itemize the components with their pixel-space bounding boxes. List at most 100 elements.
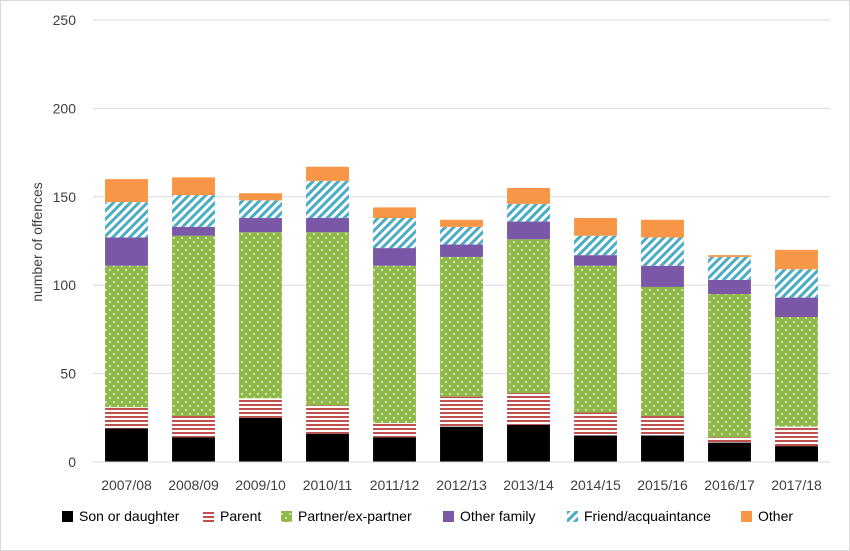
bar-segment-other-family (440, 244, 483, 257)
bar-segment-son-or-daughter (708, 442, 751, 462)
y-axis-title: number of offences (29, 182, 45, 302)
x-tick-label: 2014/15 (570, 477, 621, 493)
bar-segment-son-or-daughter (373, 437, 416, 462)
bar-segment-other (440, 219, 483, 227)
y-tick-label: 250 (53, 12, 77, 28)
bar-stack-2013-14 (507, 187, 550, 462)
bar-segment-other-family (775, 297, 818, 318)
bar-segment-partner-ex-partner (105, 265, 148, 408)
bar-segment-other-family (306, 218, 349, 233)
bar-segment-son-or-daughter (507, 424, 550, 462)
bar-segment-son-or-daughter (239, 417, 282, 462)
legend: Son or daughter Parent Partner/ex-partner O… (62, 508, 793, 524)
bar-stack-2012-13 (440, 219, 483, 462)
x-tick-label: 2012/13 (436, 477, 487, 493)
bar-segment-other (708, 255, 751, 257)
bar-segment-parent (507, 393, 550, 425)
bar-segment-friend-acquaintance (105, 202, 148, 238)
bar-segment-other (507, 187, 550, 204)
x-tick-label: 2011/12 (370, 477, 420, 493)
bar-segment-other-family (641, 265, 684, 287)
bar-segment-parent (172, 416, 215, 438)
bar-segment-partner-ex-partner (574, 265, 617, 413)
bar-segment-friend-acquaintance (708, 256, 751, 280)
bar-segment-other (775, 249, 818, 270)
bar-segment-friend-acquaintance (373, 218, 416, 249)
legend-label: Parent (220, 508, 261, 524)
x-tick-label: 2009/10 (235, 477, 286, 493)
y-axis-ticks: 0 50 100 150 200 250 (53, 12, 77, 470)
bar-segment-partner-ex-partner (708, 294, 751, 438)
bar-segment-other (172, 177, 215, 196)
bar-segment-other (373, 207, 416, 219)
x-tick-label: 2017/18 (771, 477, 822, 493)
legend-swatch (567, 511, 578, 522)
bar-segment-friend-acquaintance (641, 237, 684, 266)
bar-segment-parent (708, 437, 751, 443)
bar-segment-friend-acquaintance (440, 226, 483, 245)
bar-segment-other-family (105, 237, 148, 266)
bar-segment-parent (775, 426, 818, 447)
bar-stack-2014-15 (574, 218, 617, 462)
bar-segment-son-or-daughter (172, 437, 215, 462)
legend-item-partner-ex-partner: Partner/ex-partner (281, 508, 412, 524)
bar-stack-2016-17 (708, 255, 751, 462)
bar-segment-son-or-daughter (105, 428, 148, 462)
x-axis-ticks: 2007/08 2008/09 2009/10 2010/11 2011/12 2012/… (101, 477, 822, 493)
bar-stack-2010-11 (306, 166, 349, 462)
x-tick-label: 2008/09 (168, 477, 219, 493)
legend-item-parent: Parent (203, 508, 261, 524)
legend-swatch (443, 511, 454, 522)
bar-segment-friend-acquaintance (239, 200, 282, 219)
bar-segment-son-or-daughter (641, 435, 684, 462)
bar-segment-partner-ex-partner (775, 317, 818, 427)
bar-segment-other (574, 218, 617, 236)
bar-segment-other (306, 166, 349, 181)
bar-segment-other-family (574, 255, 617, 266)
bar-stack-2009-10 (239, 193, 282, 462)
bar-segment-partner-ex-partner (373, 265, 416, 424)
bar-stacks (105, 166, 818, 462)
bar-segment-partner-ex-partner (239, 232, 282, 399)
y-tick-label: 200 (53, 100, 77, 116)
bar-segment-partner-ex-partner (306, 232, 349, 406)
legend-label: Friend/acquaintance (584, 508, 711, 524)
y-tick-label: 150 (53, 189, 77, 205)
bar-segment-parent (641, 416, 684, 436)
bar-segment-son-or-daughter (306, 433, 349, 462)
legend-swatch (62, 511, 73, 522)
y-tick-label: 100 (53, 277, 77, 293)
bar-segment-other (105, 179, 148, 203)
bar-segment-friend-acquaintance (775, 269, 818, 298)
bar-segment-parent (440, 396, 483, 427)
bar-segment-other (641, 219, 684, 238)
bar-stack-2017-18 (775, 249, 818, 462)
bar-segment-partner-ex-partner (641, 286, 684, 417)
bar-segment-other-family (172, 226, 215, 236)
bar-segment-partner-ex-partner (507, 239, 550, 394)
bar-segment-partner-ex-partner (172, 235, 215, 417)
legend-item-son-or-daughter: Son or daughter (62, 508, 180, 524)
legend-label: Partner/ex-partner (298, 508, 412, 524)
x-tick-label: 2007/08 (101, 477, 152, 493)
bar-segment-other-family (239, 218, 282, 233)
bar-segment-other-family (708, 279, 751, 295)
y-tick-label: 0 (68, 454, 76, 470)
bar-segment-friend-acquaintance (574, 235, 617, 256)
bar-segment-son-or-daughter (775, 446, 818, 462)
bar-segment-parent (306, 405, 349, 434)
y-tick-label: 50 (60, 366, 76, 382)
bar-stack-2008-09 (172, 177, 215, 462)
legend-item-other: Other (741, 508, 793, 524)
bar-segment-parent (574, 412, 617, 436)
bar-segment-parent (373, 423, 416, 438)
bar-segment-friend-acquaintance (172, 195, 215, 227)
bar-segment-other-family (507, 221, 550, 240)
bar-segment-son-or-daughter (574, 435, 617, 462)
bar-segment-son-or-daughter (440, 426, 483, 462)
legend-label: Other family (460, 508, 535, 524)
legend-swatch (741, 511, 752, 522)
legend-label: Other (758, 508, 793, 524)
legend-label: Son or daughter (79, 508, 180, 524)
